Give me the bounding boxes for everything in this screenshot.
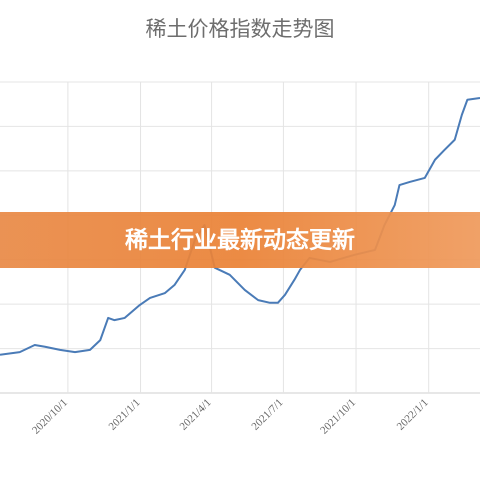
x-tick-label: 2021/1/1: [106, 397, 142, 433]
banner: [0, 212, 480, 268]
x-tick-label: 2020/10/1: [30, 397, 70, 437]
data-line: [0, 96, 480, 356]
x-tick-label: 2021/10/1: [318, 397, 358, 437]
x-tick-label: 2021/4/1: [178, 397, 214, 433]
chart-title: 稀土价格指数走势图: [146, 17, 335, 41]
x-tick-label: 2022/1/1: [395, 397, 431, 433]
x-tick-label: 2021/7/1: [249, 397, 285, 433]
banner-text: 稀土行业最新动态更新: [125, 227, 355, 254]
